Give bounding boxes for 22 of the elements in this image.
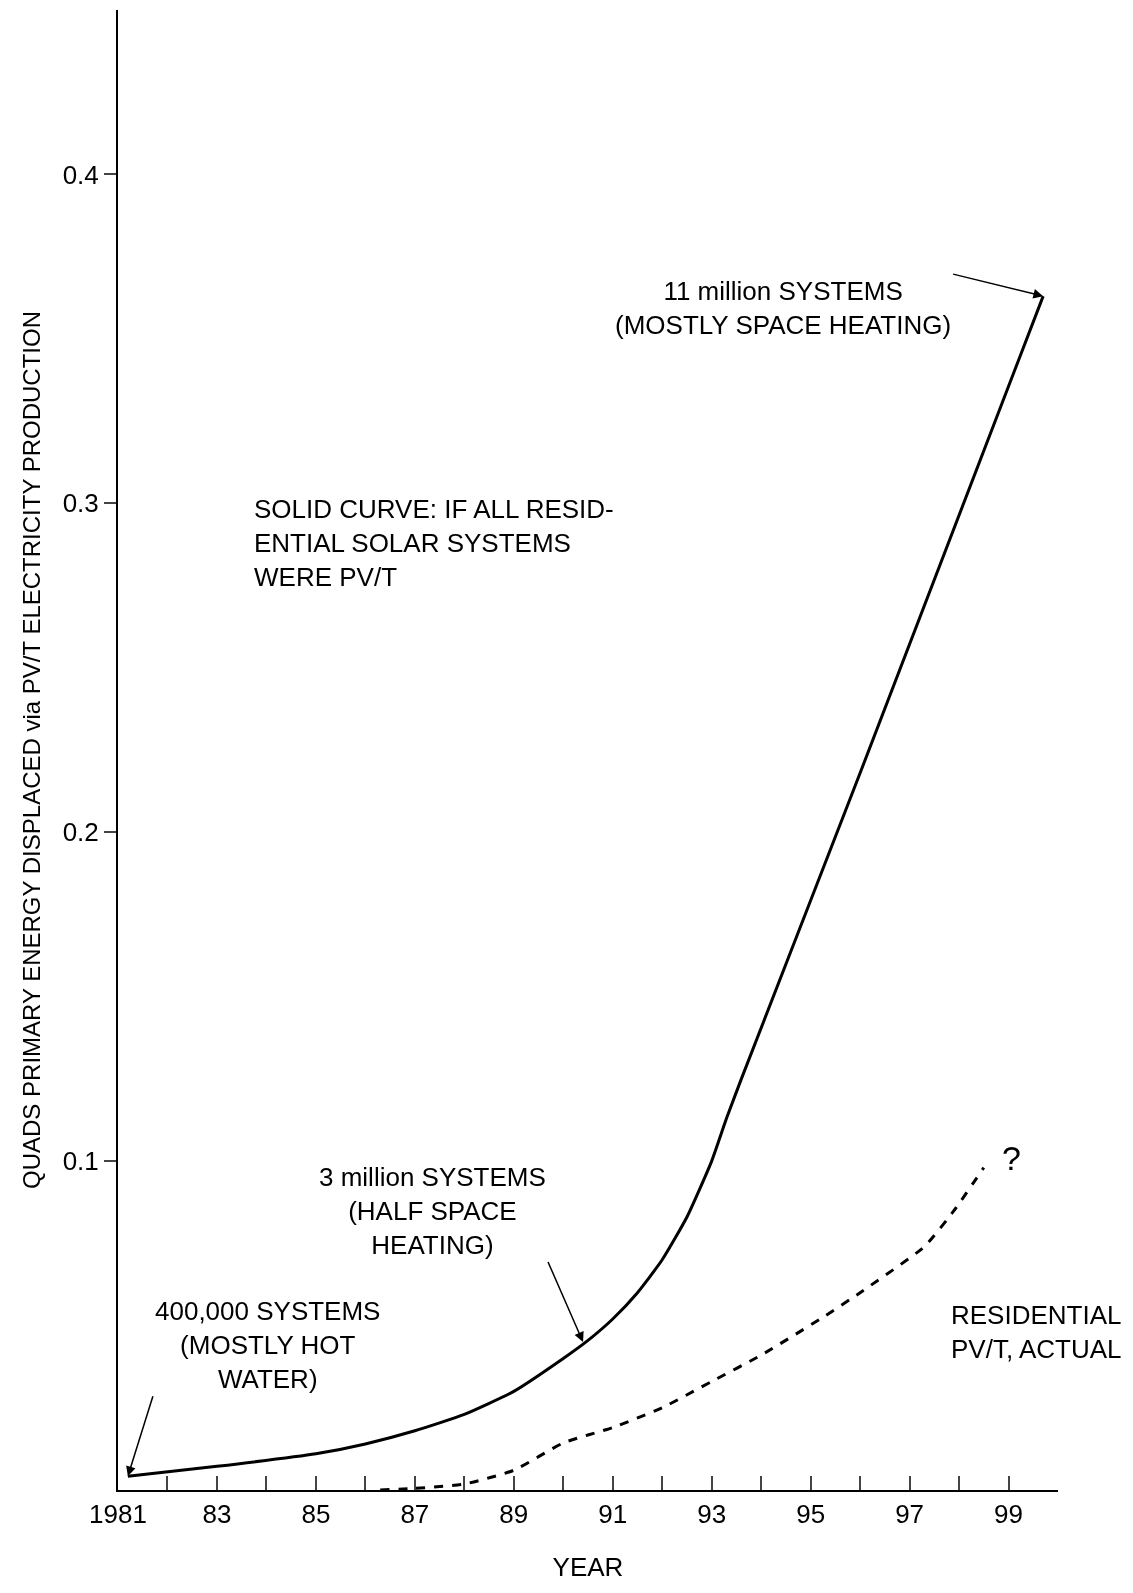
annotation: ? [1002,1139,1021,1177]
annotation: 3 million SYSTEMS (HALF SPACE HEATING) [319,1162,546,1260]
x-tick-label: 91 [598,1499,628,1530]
y-tick-label: 0.3 [62,488,99,519]
x-tick-label: 95 [796,1499,826,1530]
annotation: 11 million SYSTEMS (MOSTLY SPACE HEATING) [615,276,952,340]
annotation: 400,000 SYSTEMS (MOSTLY HOT WATER) [155,1296,381,1394]
x-tick-label: 1981 [89,1499,147,1530]
y-axis-title: QUADS PRIMARY ENERGY DISPLACED via PV/T ELECTRICITY PRODUCTION [18,311,46,1189]
x-tick-label: 87 [400,1499,430,1530]
x-tick-label: 99 [994,1499,1023,1530]
x-axis-title: YEAR [552,1552,624,1583]
annotation: SOLID CURVE: IF ALL RESID- ENTIAL SOLAR SYSTEMS WERE PV/T [254,494,614,592]
y-tick-label: 0.2 [62,817,99,848]
x-tick-label: 93 [697,1499,727,1530]
x-tick-label: 83 [202,1499,232,1530]
y-tick-label: 0.1 [62,1146,99,1177]
annotation: RESIDENTIAL PV/T, ACTUAL [951,1300,1122,1364]
y-tick-label: 0.4 [62,159,99,190]
x-tick-label: 89 [499,1499,529,1530]
x-tick-label: 97 [895,1499,925,1530]
x-tick-label: 85 [301,1499,331,1530]
